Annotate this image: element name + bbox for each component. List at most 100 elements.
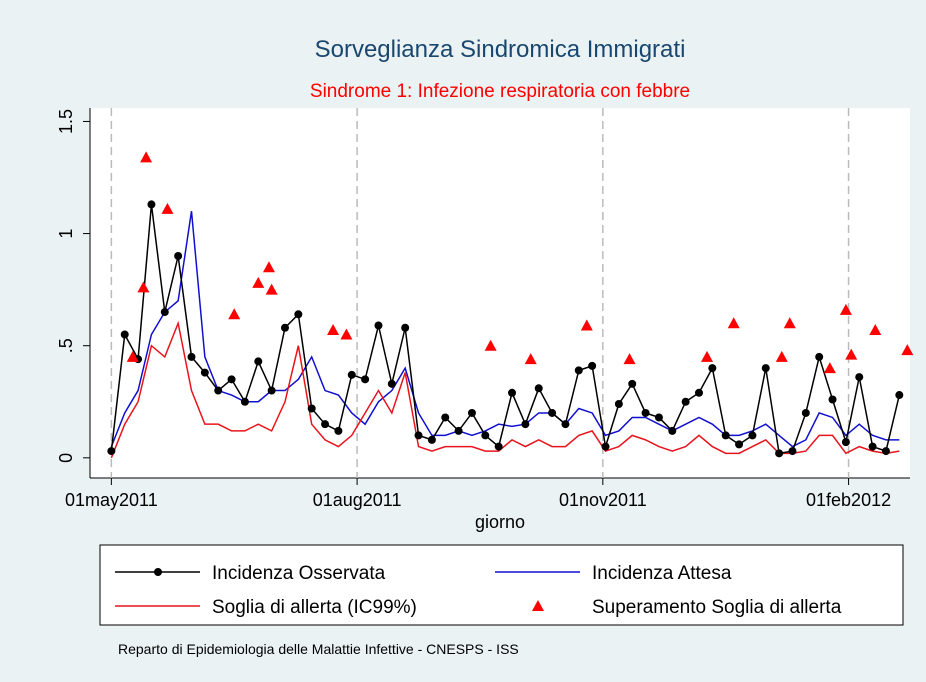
- point: [334, 426, 343, 435]
- point: [521, 420, 530, 429]
- series-line: [110, 320, 900, 459]
- exceedance-marker: [484, 339, 497, 351]
- point: [467, 408, 476, 417]
- point: [534, 384, 543, 393]
- legend-label: Soglia di allerta (IC99%): [212, 597, 417, 618]
- legend-symbol: [532, 600, 544, 611]
- point: [227, 375, 236, 384]
- point: [735, 440, 744, 449]
- point: [294, 310, 303, 319]
- point: [614, 400, 623, 408]
- y-tick-label: 1: [56, 229, 76, 239]
- legend-box: [99, 544, 904, 626]
- series-line: [110, 204, 901, 455]
- point: [788, 447, 797, 456]
- exceedance-marker: [228, 308, 241, 320]
- point: [374, 321, 383, 330]
- point: [641, 408, 650, 417]
- exceedance-marker: [580, 319, 593, 331]
- exceedance-marker: [623, 353, 636, 365]
- point: [174, 252, 183, 260]
- exceedance-marker: [327, 324, 340, 335]
- point: [307, 404, 316, 413]
- exceedance-marker: [783, 317, 796, 329]
- exceedance-marker: [701, 350, 714, 362]
- exceedance-marker: [869, 324, 882, 335]
- point: [681, 397, 690, 406]
- point: [427, 435, 436, 444]
- point: [347, 370, 356, 379]
- point: [828, 395, 837, 404]
- footnote: Reparto di Epidemiologia delle Malattie …: [118, 641, 519, 657]
- point: [387, 379, 396, 388]
- point: [694, 388, 703, 397]
- point: [801, 408, 810, 417]
- exceedance-marker: [901, 344, 914, 356]
- point: [481, 431, 490, 440]
- legend-symbol: [154, 568, 162, 576]
- point: [107, 447, 116, 456]
- x-tick-label: 01nov2011: [559, 490, 647, 510]
- x-tick-label: 01may2011: [65, 490, 158, 510]
- legend-label: Incidenza Attesa: [592, 563, 732, 584]
- exceedance-marker: [126, 350, 139, 362]
- point: [654, 413, 663, 422]
- exceedance-marker: [140, 151, 153, 163]
- point: [120, 330, 129, 339]
- legend-label: Superamento Soglia di allerta: [592, 597, 842, 618]
- legend-label: Incidenza Osservata: [212, 563, 386, 584]
- chart-title: Sorveglianza Sindromica Immigrati: [315, 36, 686, 63]
- point: [841, 438, 850, 447]
- exceedance-marker: [823, 362, 836, 374]
- exceedance-marker: [161, 202, 174, 214]
- point: [508, 388, 517, 397]
- point: [761, 364, 770, 373]
- point: [855, 373, 864, 382]
- exceedance-marker: [265, 283, 278, 295]
- point: [895, 391, 904, 400]
- point: [200, 368, 209, 377]
- exceedance-marker: [839, 303, 852, 315]
- exceedance-marker: [137, 281, 150, 293]
- plot-area: [90, 108, 910, 478]
- exceedance-marker: [340, 328, 353, 340]
- point: [147, 200, 156, 209]
- point: [574, 366, 583, 375]
- x-tick-label: 01feb2012: [806, 490, 891, 510]
- point: [868, 442, 877, 451]
- point: [748, 431, 757, 440]
- chart-subtitle: Sindrome 1: Infezione respiratoria con f…: [310, 81, 690, 102]
- y-tick-label: .5: [56, 338, 76, 353]
- y-tick-label: 1.5: [56, 109, 76, 134]
- point: [240, 397, 249, 406]
- point: [454, 426, 463, 435]
- point: [280, 323, 289, 332]
- point: [401, 323, 410, 332]
- point: [721, 431, 730, 440]
- x-axis-label: giorno: [475, 512, 525, 532]
- point: [494, 442, 503, 451]
- exceedance-marker: [252, 276, 265, 288]
- exceedance-marker: [524, 353, 537, 365]
- point: [321, 420, 330, 429]
- point: [214, 386, 223, 395]
- point: [708, 364, 717, 373]
- point: [267, 386, 276, 395]
- point: [881, 447, 890, 456]
- x-tick-label: 01aug2011: [313, 490, 402, 510]
- point: [561, 420, 570, 429]
- point: [775, 449, 784, 458]
- point: [361, 375, 370, 384]
- point: [588, 361, 597, 370]
- exceedance-marker: [262, 261, 275, 273]
- point: [441, 413, 450, 422]
- point: [160, 308, 169, 317]
- point: [815, 352, 824, 361]
- point: [548, 408, 557, 417]
- point: [601, 442, 610, 451]
- point: [414, 431, 423, 440]
- point: [187, 352, 196, 361]
- point: [254, 357, 263, 366]
